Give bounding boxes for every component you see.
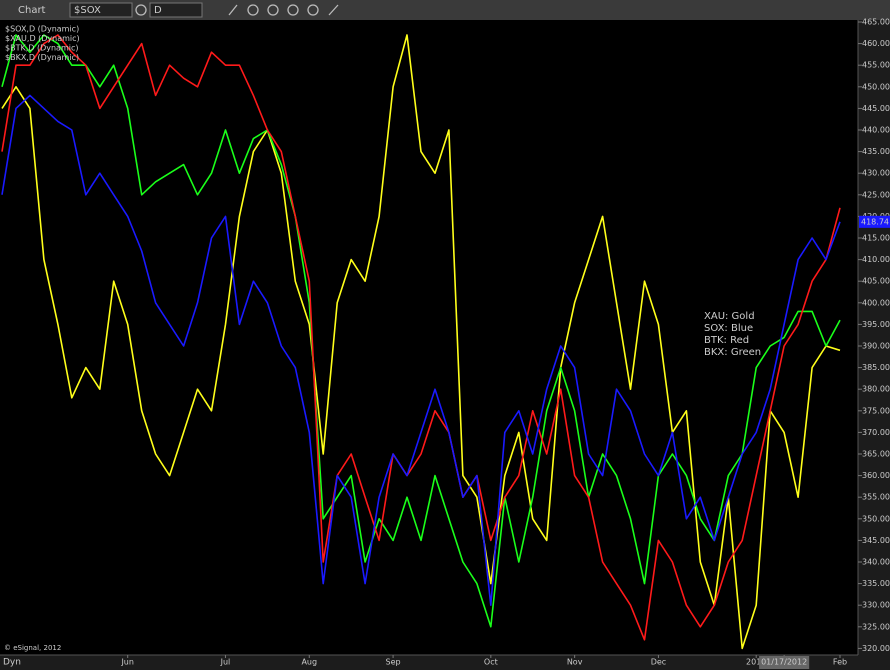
x-axis-panel: [0, 655, 858, 670]
y-tick-label: 370.00: [862, 428, 890, 437]
y-tick-label: 365.00: [862, 450, 890, 459]
x-tick-highlight: [759, 656, 810, 669]
tool-icon[interactable]: [247, 4, 259, 16]
mode-label: Dyn: [3, 658, 21, 668]
legend-entry: $BTK,D (Dynamic): [5, 44, 78, 53]
x-tick-label: Aug: [301, 658, 317, 667]
x-tick-label: 01/17/2012: [761, 658, 807, 667]
y-tick-label: 415.00: [862, 234, 890, 243]
symbol[interactable]: $SOX: [74, 5, 101, 16]
y-tick-label: 455.00: [862, 61, 890, 70]
y-tick-label: 425.00: [862, 190, 890, 199]
annotation: SOX: Blue: [704, 323, 753, 334]
series-line: [1, 34, 841, 641]
x-tick-label: Feb: [833, 658, 847, 667]
x-tick-label: Nov: [567, 658, 583, 667]
x-tick-label: 2012: [746, 658, 766, 667]
y-tick-label: 360.00: [862, 471, 890, 480]
annotation: BKX: Green: [704, 347, 761, 358]
legend-entry: $XAU,D (Dynamic): [5, 34, 80, 43]
y-tick-label: 390.00: [862, 342, 890, 351]
copyright: © eSignal, 2012: [4, 644, 61, 652]
series-line: [1, 94, 841, 606]
series-line: [1, 34, 841, 628]
x-tick-label: Jul: [220, 658, 231, 667]
y-tick-label: 410.00: [862, 255, 890, 264]
x-tick-label: Oct: [484, 658, 498, 667]
annotation: XAU: Gold: [704, 311, 755, 322]
interval[interactable]: D: [154, 5, 162, 16]
y-tick-label: 345.00: [862, 536, 890, 545]
y-tick-label: 385.00: [862, 363, 890, 372]
last-value-box: [859, 215, 890, 228]
tool-icon[interactable]: [307, 4, 319, 16]
y-tick-label: 330.00: [862, 601, 890, 610]
window-title: Chart: [18, 5, 46, 16]
interval-box[interactable]: [149, 2, 203, 18]
y-axis-panel: [858, 20, 890, 670]
y-tick-label: 430.00: [862, 169, 890, 178]
symbol-box[interactable]: [69, 2, 133, 18]
annotation: BTK: Red: [704, 335, 749, 346]
toolbar: [0, 0, 890, 20]
y-tick-label: 400.00: [862, 298, 890, 307]
y-tick-label: 375.00: [862, 406, 890, 415]
y-tick-label: 465.00: [862, 18, 890, 27]
y-tick-label: 335.00: [862, 579, 890, 588]
tool-icon[interactable]: [328, 4, 339, 16]
legend-entry: $BKX,D (Dynamic): [5, 53, 79, 62]
y-tick-label: 325.00: [862, 622, 890, 631]
last-value-label: 418.74: [861, 217, 889, 226]
tool-icon[interactable]: [135, 4, 147, 16]
y-tick-label: 445.00: [862, 104, 890, 113]
y-tick-label: 405.00: [862, 277, 890, 286]
series-line: [1, 34, 841, 650]
y-tick-label: 340.00: [862, 558, 890, 567]
tool-icon[interactable]: [287, 4, 299, 16]
y-tick-label: 355.00: [862, 493, 890, 502]
y-tick-label: 395.00: [862, 320, 890, 329]
x-tick-label: Dec: [651, 658, 666, 667]
tool-icon[interactable]: [267, 4, 279, 16]
y-tick-label: 350.00: [862, 514, 890, 523]
y-tick-label: 320.00: [862, 644, 890, 653]
y-tick-label: 380.00: [862, 385, 890, 394]
y-tick-label: 435.00: [862, 147, 890, 156]
tool-icon[interactable]: [228, 4, 238, 16]
y-tick-label: 440.00: [862, 126, 890, 135]
x-tick-label: Sep: [386, 658, 401, 667]
y-tick-label: 450.00: [862, 82, 890, 91]
x-tick-label: Jun: [120, 658, 134, 667]
y-tick-label: 460.00: [862, 39, 890, 48]
legend-entry: $SOX,D (Dynamic): [5, 25, 79, 34]
